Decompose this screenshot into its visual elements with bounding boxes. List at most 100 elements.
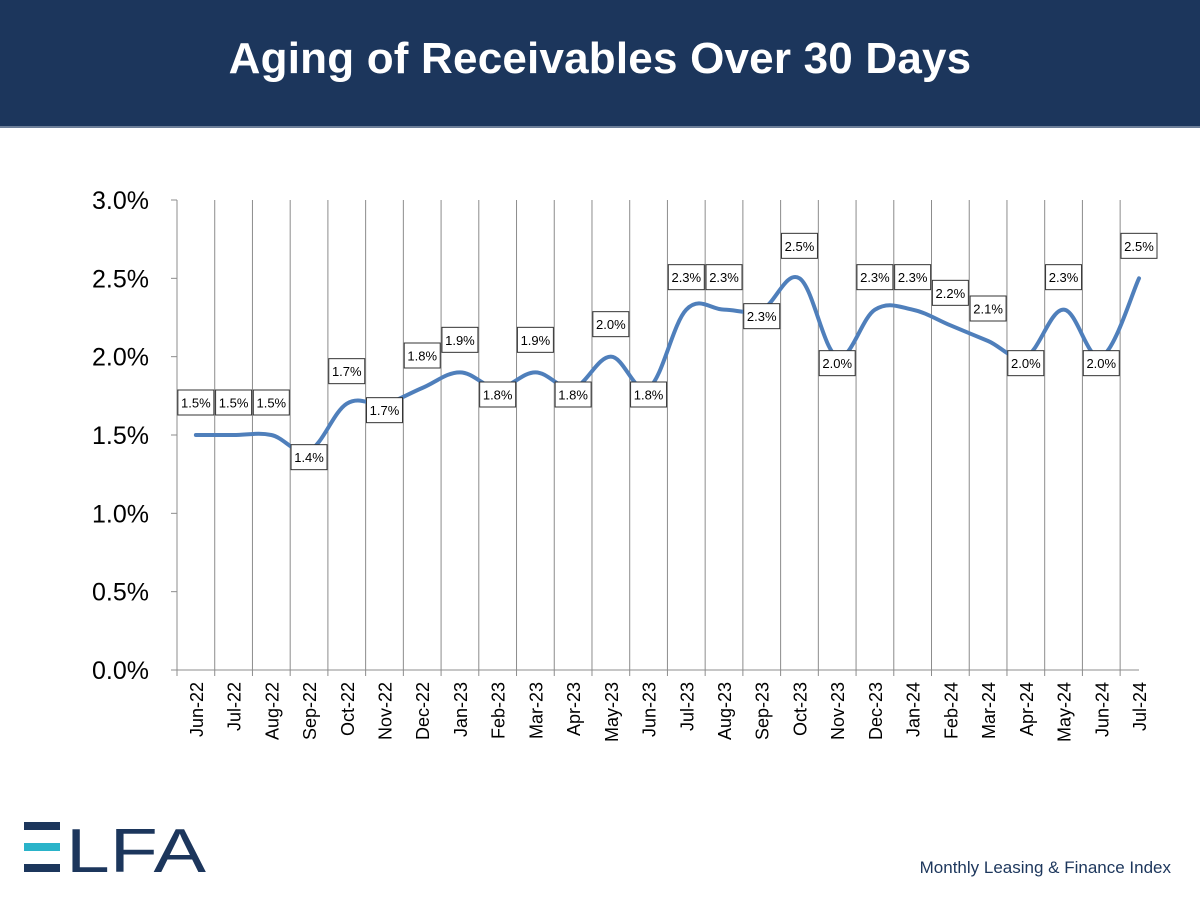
data-label-box bbox=[931, 279, 969, 306]
data-label: 2.3% bbox=[1045, 264, 1083, 291]
data-label-box bbox=[1007, 350, 1045, 377]
data-point bbox=[948, 323, 952, 327]
x-tick-label: Nov-22 bbox=[375, 682, 395, 740]
data-label-text: 1.8% bbox=[558, 388, 588, 403]
x-tick-label: Oct-22 bbox=[338, 682, 358, 736]
y-tick-label: 3.0% bbox=[92, 187, 149, 215]
data-label: 2.0% bbox=[1082, 350, 1120, 377]
data-label-box bbox=[1082, 350, 1120, 377]
data-label-text: 2.3% bbox=[860, 270, 890, 285]
data-point bbox=[458, 370, 462, 374]
data-label-box bbox=[667, 264, 705, 291]
data-label-box bbox=[705, 264, 743, 291]
data-label: 1.4% bbox=[290, 444, 328, 471]
data-label-box bbox=[818, 350, 856, 377]
data-label-text: 2.3% bbox=[1049, 270, 1079, 285]
data-label-box bbox=[441, 326, 479, 353]
data-label: 2.5% bbox=[1120, 232, 1158, 259]
y-tick-label: 2.5% bbox=[92, 265, 149, 293]
x-tick-label: Jan-23 bbox=[451, 682, 471, 737]
data-label: 1.9% bbox=[516, 326, 554, 353]
data-label: 1.9% bbox=[441, 326, 479, 353]
data-label-box bbox=[554, 381, 592, 408]
x-tick-label: Nov-23 bbox=[828, 682, 848, 740]
x-tick-label: Apr-24 bbox=[1017, 682, 1037, 736]
data-point bbox=[269, 433, 273, 437]
data-label: 1.7% bbox=[328, 358, 366, 385]
y-tick-label: 2.0% bbox=[92, 344, 149, 372]
data-label-box bbox=[743, 303, 781, 330]
data-label-text: 2.5% bbox=[1124, 239, 1154, 254]
data-label-box bbox=[630, 381, 668, 408]
x-tick-label: Feb-24 bbox=[941, 682, 961, 739]
data-point bbox=[873, 308, 877, 312]
data-label: 1.8% bbox=[630, 381, 668, 408]
data-label-text: 1.8% bbox=[483, 388, 513, 403]
x-tick-label: May-24 bbox=[1055, 682, 1075, 742]
data-point bbox=[232, 433, 236, 437]
x-tick-label: Aug-23 bbox=[715, 682, 735, 740]
data-label: 2.3% bbox=[856, 264, 894, 291]
data-label-text: 2.0% bbox=[596, 317, 626, 332]
data-label-text: 2.3% bbox=[671, 270, 701, 285]
data-label: 1.5% bbox=[252, 389, 290, 416]
data-label-text: 1.9% bbox=[445, 333, 475, 348]
elfa-logo: LFA bbox=[24, 818, 207, 878]
data-label-text: 2.3% bbox=[898, 270, 928, 285]
data-point bbox=[684, 308, 688, 312]
data-label-text: 2.0% bbox=[1086, 356, 1116, 371]
x-tick-label: Oct-23 bbox=[790, 682, 810, 736]
data-point bbox=[1062, 308, 1066, 312]
data-label-box bbox=[780, 232, 818, 259]
data-point bbox=[345, 402, 349, 406]
x-tick-label: Jul-23 bbox=[677, 682, 697, 731]
x-tick-label: Jul-22 bbox=[225, 682, 245, 731]
data-point bbox=[420, 386, 424, 390]
data-point bbox=[986, 339, 990, 343]
x-tick-label: Jan-24 bbox=[904, 682, 924, 737]
logo-e-bottom-bar bbox=[24, 864, 60, 872]
data-label-text: 1.7% bbox=[370, 403, 400, 418]
footer-caption: Monthly Leasing & Finance Index bbox=[919, 858, 1171, 877]
x-tick-label: Dec-23 bbox=[866, 682, 886, 740]
data-label-box bbox=[403, 342, 441, 369]
data-label-box bbox=[856, 264, 894, 291]
line-chart: 0.0% 0.5% 1.0% 1.5% 2.0% 2.5% 3.0% Jun-22 Jul-22… bbox=[92, 187, 1158, 742]
logo-text: LFA bbox=[66, 818, 207, 878]
data-point bbox=[797, 276, 801, 280]
data-label: 2.2% bbox=[931, 279, 969, 306]
data-label: 2.0% bbox=[592, 311, 630, 338]
series-line bbox=[193, 275, 1141, 454]
data-label: 1.8% bbox=[554, 381, 592, 408]
title-banner: Aging of Receivables Over 30 Days bbox=[0, 0, 1200, 128]
data-label-text: 1.9% bbox=[521, 333, 551, 348]
data-label-text: 2.0% bbox=[822, 356, 852, 371]
data-point bbox=[722, 308, 726, 312]
data-label-text: 1.5% bbox=[181, 396, 211, 411]
data-point bbox=[1137, 276, 1141, 280]
data-label-text: 2.0% bbox=[1011, 356, 1041, 371]
data-label-text: 1.8% bbox=[634, 388, 664, 403]
x-tick-label: Mar-24 bbox=[979, 682, 999, 739]
data-point bbox=[533, 370, 537, 374]
x-tick-label: Mar-23 bbox=[526, 682, 546, 739]
x-tick-label: Aug-22 bbox=[262, 682, 282, 740]
x-tick-label: Sep-23 bbox=[753, 682, 773, 740]
data-label: 1.8% bbox=[479, 381, 517, 408]
x-tick-label: May-23 bbox=[602, 682, 622, 742]
logo-e-mid-bar bbox=[24, 843, 60, 851]
data-label-text: 2.3% bbox=[709, 270, 739, 285]
data-label-box bbox=[894, 264, 932, 291]
x-tick-label: Jun-23 bbox=[640, 682, 660, 737]
data-label: 2.3% bbox=[894, 264, 932, 291]
data-label-text: 1.7% bbox=[332, 364, 362, 379]
data-point bbox=[194, 433, 198, 437]
data-label: 1.5% bbox=[215, 389, 253, 416]
data-label-text: 1.5% bbox=[219, 396, 249, 411]
data-label-box bbox=[365, 397, 403, 424]
data-label: 2.1% bbox=[969, 295, 1007, 322]
data-label: 2.3% bbox=[705, 264, 743, 291]
data-label: 2.0% bbox=[1007, 350, 1045, 377]
data-point bbox=[911, 308, 915, 312]
data-label: 2.0% bbox=[818, 350, 856, 377]
